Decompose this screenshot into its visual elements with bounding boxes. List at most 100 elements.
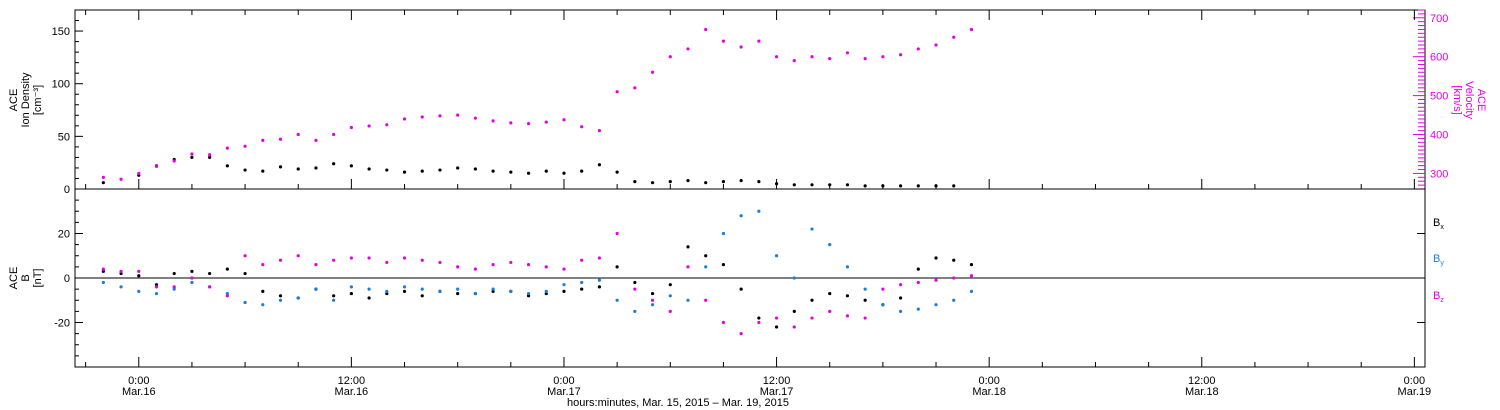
density-velocity-point bbox=[278, 165, 283, 169]
density-velocity-point bbox=[828, 183, 832, 187]
top-left-tick-label: 50 bbox=[58, 131, 70, 143]
density-velocity-point bbox=[314, 166, 318, 170]
b-field-point-x bbox=[402, 289, 407, 293]
density-velocity-point bbox=[208, 155, 212, 160]
b-field-point-z bbox=[828, 309, 832, 313]
b-field-point-z bbox=[757, 320, 761, 325]
b-field-point-z bbox=[916, 280, 920, 285]
top-right-axis: 300 400 500 600 700 bbox=[1413, 9, 1448, 186]
density-velocity-point bbox=[473, 116, 477, 120]
density-velocity-point bbox=[101, 175, 105, 179]
density-velocity-point bbox=[898, 184, 903, 188]
b-field-point-x bbox=[828, 291, 832, 296]
b-field-point-z bbox=[650, 298, 655, 302]
b-field-point-y bbox=[225, 291, 229, 296]
series-layer bbox=[101, 27, 974, 336]
x-tick-time-label: 12:00 bbox=[763, 375, 791, 387]
b-field-point-x bbox=[863, 298, 867, 302]
density-velocity-point bbox=[863, 184, 867, 188]
density-velocity-point bbox=[367, 167, 371, 171]
b-field-point-z bbox=[774, 316, 779, 320]
b-field-point-y bbox=[172, 287, 176, 291]
density-velocity-point bbox=[509, 170, 513, 174]
b-field-point-x bbox=[686, 245, 690, 249]
b-field-point-z bbox=[969, 274, 974, 278]
density-velocity-point bbox=[526, 171, 531, 175]
b-field-point-z bbox=[420, 258, 424, 262]
density-velocity-point bbox=[597, 163, 602, 167]
b-field-point-y bbox=[314, 287, 318, 291]
b-field-point-x bbox=[615, 265, 619, 269]
x-tick-time-label: 0:00 bbox=[978, 375, 999, 387]
density-velocity-point bbox=[863, 57, 867, 61]
density-velocity-point bbox=[243, 144, 247, 148]
x-tick-time-label: 0:00 bbox=[553, 375, 574, 387]
top-ylabel-line3: [cm⁻³] bbox=[32, 85, 44, 115]
b-field-point-x bbox=[739, 287, 743, 291]
top-left-tick-label: 150 bbox=[52, 26, 70, 38]
b-field-point-x bbox=[934, 256, 938, 260]
b-field-point-y bbox=[704, 265, 708, 269]
b-field-point-z bbox=[402, 256, 407, 260]
b-field-point-y bbox=[792, 276, 796, 280]
b-field-point-y bbox=[881, 303, 885, 307]
density-velocity-point bbox=[704, 27, 708, 32]
b-field-point-y bbox=[385, 289, 389, 293]
density-velocity-point bbox=[633, 180, 637, 184]
density-velocity-point bbox=[278, 137, 283, 141]
b-field-point-x bbox=[385, 291, 389, 296]
b-field-point-z bbox=[704, 298, 708, 302]
b-field-point-x bbox=[154, 283, 159, 287]
density-velocity-point bbox=[438, 114, 442, 118]
density-velocity-point bbox=[509, 121, 513, 125]
b-field-point-z bbox=[863, 316, 867, 320]
b-field-point-z bbox=[881, 287, 885, 291]
b-field-point-z bbox=[845, 314, 850, 318]
density-velocity-point bbox=[580, 169, 584, 173]
density-velocity-point bbox=[208, 153, 212, 157]
top-right-ylabel-line1: ACE bbox=[1475, 89, 1487, 112]
density-velocity-point bbox=[154, 164, 159, 169]
x-tick-date-label: Mar.19 bbox=[1398, 386, 1432, 398]
b-field-point-x bbox=[367, 296, 371, 300]
b-field-point-x bbox=[208, 271, 212, 276]
b-field-point-y bbox=[969, 289, 974, 293]
b-field-point-y bbox=[934, 303, 938, 307]
density-velocity-point bbox=[172, 159, 176, 163]
density-velocity-point bbox=[473, 167, 477, 171]
b-field-point-z bbox=[934, 278, 938, 282]
b-field-point-z bbox=[101, 267, 105, 271]
density-velocity-point bbox=[420, 115, 424, 119]
b-field-point-y bbox=[349, 285, 353, 289]
legend: Bx By Bz bbox=[1433, 217, 1444, 304]
b-field-point-x bbox=[845, 294, 850, 298]
b-field-point-x bbox=[898, 296, 903, 300]
b-field-point-x bbox=[810, 298, 814, 302]
density-velocity-point bbox=[686, 178, 690, 183]
b-field-point-y bbox=[509, 289, 513, 293]
b-field-point-z bbox=[633, 287, 637, 291]
bottom-ylabel-line2: B bbox=[20, 274, 32, 281]
b-field-point-z bbox=[261, 263, 265, 267]
bottom-ylabel-line1: ACE bbox=[8, 267, 20, 290]
density-velocity-point bbox=[332, 162, 336, 166]
b-field-point-y bbox=[243, 300, 247, 305]
x-tick-time-label: 0:00 bbox=[128, 375, 149, 387]
density-velocity-point bbox=[385, 123, 389, 127]
b-field-point-x bbox=[420, 294, 424, 298]
density-velocity-point bbox=[757, 39, 761, 43]
x-tick-time-label: 12:00 bbox=[1188, 375, 1216, 387]
b-field-point-y bbox=[668, 294, 672, 298]
density-velocity-point bbox=[881, 184, 885, 188]
x-tick-date-label: Mar.17 bbox=[547, 386, 581, 398]
density-velocity-point bbox=[721, 180, 726, 184]
density-velocity-point bbox=[562, 118, 566, 122]
x-tick-time-label: 12:00 bbox=[338, 375, 366, 387]
x-tick-date-label: Mar.16 bbox=[335, 386, 369, 398]
b-field-point-x bbox=[952, 258, 956, 262]
b-field-point-x bbox=[101, 269, 105, 273]
b-field-point-x bbox=[562, 289, 566, 293]
b-field-point-x bbox=[597, 285, 602, 289]
b-field-point-z bbox=[314, 263, 318, 267]
b-field-point-z bbox=[580, 258, 584, 262]
